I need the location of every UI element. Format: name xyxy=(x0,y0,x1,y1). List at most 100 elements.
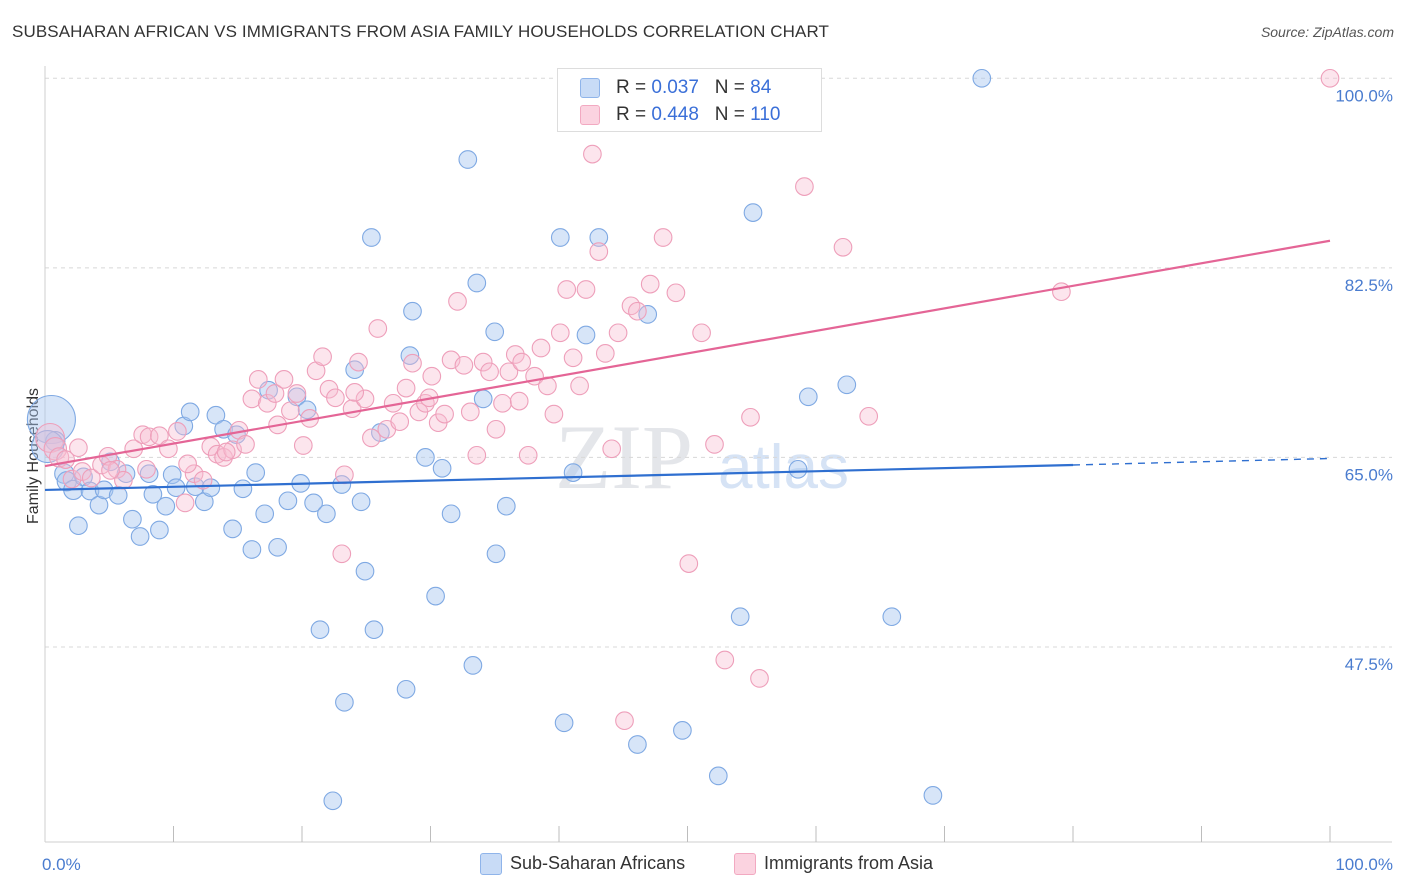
data-point xyxy=(798,387,818,407)
data-point xyxy=(589,228,609,247)
data-point xyxy=(485,322,505,342)
data-point xyxy=(216,442,236,462)
y-tick-labels: 47.5% 65.0% 82.5% 100.0% xyxy=(1335,86,1393,674)
data-point xyxy=(615,711,634,731)
chart-source: Source: ZipAtlas.com xyxy=(1260,24,1394,40)
data-point xyxy=(143,484,163,504)
data-point xyxy=(351,492,371,512)
data-point xyxy=(101,461,120,480)
data-point xyxy=(274,370,294,389)
data-point xyxy=(268,537,287,557)
data-point xyxy=(473,389,493,409)
y-tick-label: 100.0% xyxy=(1335,86,1393,105)
data-point xyxy=(708,766,728,786)
data-point xyxy=(313,347,332,367)
data-point xyxy=(287,384,307,403)
data-point xyxy=(467,273,487,293)
data-point xyxy=(416,448,435,467)
data-point xyxy=(81,468,101,488)
data-point xyxy=(69,438,88,458)
data-point xyxy=(94,480,114,500)
data-point xyxy=(304,493,323,513)
data-point xyxy=(589,242,609,261)
data-point xyxy=(486,544,506,564)
data-point xyxy=(130,527,150,546)
data-point xyxy=(518,445,538,465)
data-point xyxy=(448,292,467,311)
data-point xyxy=(544,404,564,424)
data-point xyxy=(150,520,169,540)
data-point xyxy=(795,177,814,196)
data-point xyxy=(35,422,66,453)
data-point xyxy=(628,301,647,321)
data-point xyxy=(396,378,416,398)
watermark-atlas: atlas xyxy=(718,433,849,502)
stats-swatch-sub-saharan xyxy=(580,78,600,98)
legend-swatch-sub-saharan xyxy=(480,853,502,875)
data-point xyxy=(62,469,82,489)
stats-r-label: R = xyxy=(616,77,647,98)
stats-swatch-asia xyxy=(580,105,600,125)
legend: Sub-Saharan Africans Immigrants from Asi… xyxy=(0,852,1406,878)
data-point xyxy=(666,283,686,303)
data-point xyxy=(403,301,422,321)
data-point xyxy=(512,352,532,372)
data-point xyxy=(972,68,992,88)
data-point xyxy=(557,280,577,299)
stats-box: R = 0.037 N = 84 R = 0.448 N = 110 xyxy=(557,68,822,132)
data-point xyxy=(108,485,128,505)
data-point xyxy=(750,669,769,688)
data-point xyxy=(248,370,268,389)
data-point xyxy=(473,352,493,372)
data-point xyxy=(435,404,454,424)
data-point xyxy=(608,323,628,343)
data-point xyxy=(139,427,159,447)
data-point xyxy=(602,439,622,459)
trend-line-sub-saharan-extension xyxy=(1072,457,1331,466)
data-point xyxy=(628,735,647,754)
data-point xyxy=(246,463,266,482)
data-point xyxy=(400,346,420,365)
data-point xyxy=(150,426,169,446)
data-point xyxy=(396,679,416,699)
x-tick-label: 100.0% xyxy=(1335,855,1393,874)
x-tick-label: 0.0% xyxy=(42,855,81,874)
data-point xyxy=(362,228,381,247)
data-point xyxy=(859,406,879,426)
data-point xyxy=(265,384,285,403)
data-point xyxy=(496,496,516,516)
data-point xyxy=(281,401,300,421)
data-point xyxy=(193,470,213,490)
watermark: ZIP atlas xyxy=(555,406,849,508)
data-point xyxy=(236,435,255,454)
data-point xyxy=(458,150,478,169)
data-point xyxy=(368,319,388,338)
data-point xyxy=(362,428,381,448)
stats-n-label: N = xyxy=(714,77,745,98)
data-point xyxy=(576,325,596,345)
data-point xyxy=(178,454,197,474)
legend-label-sub-saharan: Sub-Saharan Africans xyxy=(510,853,686,873)
stats-r-value: 0.037 xyxy=(651,77,699,98)
data-point xyxy=(460,402,480,422)
data-point xyxy=(480,362,499,382)
data-point xyxy=(255,504,275,524)
data-point xyxy=(550,323,570,343)
data-point xyxy=(335,692,354,712)
data-point xyxy=(1320,68,1340,88)
trend-line-sub-saharan xyxy=(44,463,1074,492)
data-point xyxy=(673,721,692,740)
data-point xyxy=(576,280,596,299)
data-point xyxy=(463,656,483,675)
y-tick-label: 82.5% xyxy=(1345,276,1393,295)
data-point xyxy=(583,144,602,164)
data-point xyxy=(531,338,551,358)
data-point xyxy=(570,376,589,396)
data-point xyxy=(123,509,142,529)
data-point xyxy=(1052,282,1071,302)
data-point xyxy=(223,519,242,539)
data-point xyxy=(486,419,506,439)
data-point xyxy=(638,305,658,324)
x-tick-labels: 0.0% 100.0% xyxy=(42,855,1393,874)
